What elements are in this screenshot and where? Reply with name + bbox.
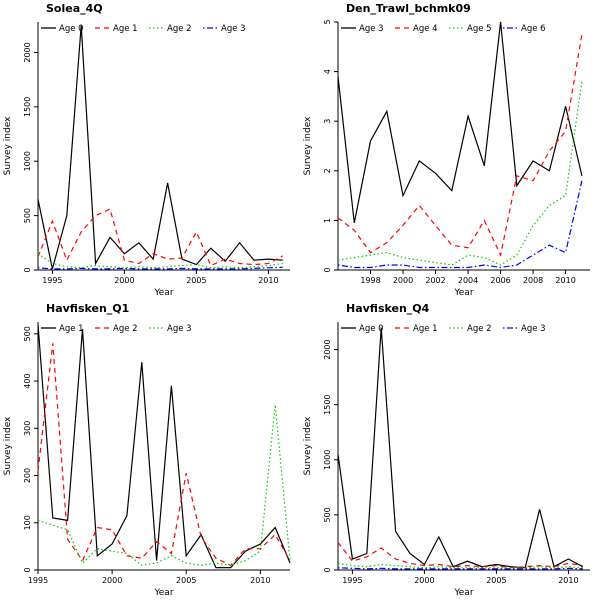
havfisken-q1-chart: Havfisken_Q1 0 100 200 300 400 500 1995 2000 2005…	[3, 302, 291, 598]
x-tick-label: 2004	[458, 276, 478, 285]
legend-label: Age 5	[467, 24, 492, 34]
series-line-age-2	[37, 253, 283, 269]
chart-panel-den-trawl-bchmk09: Den_Trawl_bchmk09 0 1 2 3 4 5 1998 2000 2002 2004 2…	[300, 0, 600, 300]
legend-label: Age 2	[167, 24, 192, 34]
x-axis-label: Year	[453, 288, 473, 298]
series-line-age-2	[337, 562, 583, 569]
legend-label: Age 3	[359, 24, 384, 34]
series-line-age-3	[37, 404, 291, 566]
y-tick-label: 100	[23, 515, 32, 530]
series-line-age-3	[337, 567, 583, 570]
y-axis-label: Survey index	[3, 416, 13, 475]
x-tick-label: 2010	[250, 576, 270, 585]
legend-label: Age 3	[167, 324, 192, 334]
x-tick-label: 2005	[486, 576, 506, 585]
havfisken-q4-chart: Havfisken_Q4 0 500 1000 1500 2000 1995 2000 2005…	[303, 302, 590, 598]
series-line-age-2	[37, 343, 291, 567]
series-line-age-1	[37, 324, 291, 569]
x-tick-label: 2008	[523, 276, 543, 285]
y-tick-label: 1	[323, 218, 332, 223]
legend-label: Age 0	[59, 24, 84, 34]
y-axis-label: Survey index	[3, 116, 13, 175]
legend-label: Age 6	[521, 24, 546, 34]
y-tick-label: 3	[323, 119, 332, 124]
x-axis-label: Year	[453, 588, 473, 598]
x-axis-label: Year	[153, 288, 173, 298]
y-tick-label: 200	[23, 468, 32, 483]
x-tick-label: 1995	[342, 576, 362, 585]
series-line-age-4	[337, 34, 583, 257]
x-tick-label: 1998	[360, 276, 380, 285]
legend-label: Age 1	[59, 324, 84, 334]
x-axis-label: Year	[153, 588, 173, 598]
chart-title: Solea_4Q	[46, 2, 103, 15]
x-tick-label: 2000	[102, 576, 122, 585]
y-axis-label: Survey index	[303, 116, 313, 175]
legend-label: Age 1	[413, 324, 438, 334]
series-line-age-3	[37, 266, 283, 270]
legend-label: Age 3	[221, 24, 246, 34]
den-trawl-bchmk09-chart: Den_Trawl_bchmk09 0 1 2 3 4 5 1998 2000 2002 2004 2…	[303, 2, 590, 298]
x-tick-label: 2005	[176, 576, 196, 585]
x-tick-label: 2005	[186, 276, 206, 285]
x-tick-label: 2000	[393, 276, 413, 285]
x-tick-label: 2010	[258, 276, 278, 285]
chart-title: Havfisken_Q1	[46, 302, 129, 315]
x-tick-label: 2000	[414, 576, 434, 585]
series-line-age-0	[37, 25, 283, 270]
y-tick-label: 0	[323, 567, 332, 572]
x-tick-label: 2010	[558, 576, 578, 585]
chart-title: Den_Trawl_bchmk09	[346, 2, 471, 15]
series-line-age-1	[37, 208, 284, 267]
y-tick-label: 0	[23, 267, 32, 272]
legend-label: Age 2	[467, 324, 492, 334]
chart-panel-solea-4q: Solea_4Q 0 500 1000 1500 2000 1995 2000 2005 2010…	[0, 0, 300, 300]
series-line-age-0	[337, 327, 584, 569]
x-tick-label: 2000	[114, 276, 134, 285]
legend-label: Age 0	[359, 324, 384, 334]
y-tick-label: 400	[23, 373, 32, 388]
solea-4q-chart: Solea_4Q 0 500 1000 1500 2000 1995 2000 2005 2010…	[3, 2, 290, 298]
y-axis-label: Survey index	[303, 416, 313, 475]
y-tick-label: 4	[323, 69, 332, 74]
chart-panel-havfisken-q1: Havfisken_Q1 0 100 200 300 400 500 1995 2000 2005…	[0, 300, 300, 600]
series-line-age-6	[337, 180, 583, 269]
y-tick-label: 2000	[23, 42, 32, 62]
legend-label: Age 1	[113, 24, 138, 34]
y-tick-label: 0	[23, 567, 32, 572]
y-tick-label: 1000	[23, 151, 32, 171]
y-tick-label: 500	[23, 326, 32, 341]
y-tick-label: 500	[323, 507, 332, 522]
y-tick-label: 500	[23, 208, 32, 223]
x-tick-label: 2002	[425, 276, 445, 285]
chart-title: Havfisken_Q4	[346, 302, 430, 315]
y-tick-label: 1000	[323, 450, 332, 470]
legend-label: Age 3	[521, 324, 546, 334]
chart-panel-havfisken-q4: Havfisken_Q4 0 500 1000 1500 2000 1995 2000 2005…	[300, 300, 600, 600]
series-line-age-1	[337, 542, 583, 569]
y-tick-label: 300	[23, 421, 32, 436]
series-line-age-5	[337, 81, 583, 266]
x-tick-label: 1995	[28, 576, 48, 585]
legend-label: Age 2	[113, 324, 138, 334]
y-tick-label: 2	[323, 168, 332, 173]
y-tick-label: 5	[323, 19, 332, 24]
y-tick-label: 0	[323, 267, 332, 272]
y-tick-label: 2000	[323, 339, 332, 359]
series-line-age-3	[337, 21, 583, 224]
x-tick-label: 1995	[42, 276, 62, 285]
x-tick-label: 2006	[490, 276, 510, 285]
y-tick-label: 1500	[23, 97, 32, 117]
legend-label: Age 4	[413, 24, 438, 34]
x-tick-label: 2010	[555, 276, 575, 285]
y-tick-label: 1500	[323, 394, 332, 414]
